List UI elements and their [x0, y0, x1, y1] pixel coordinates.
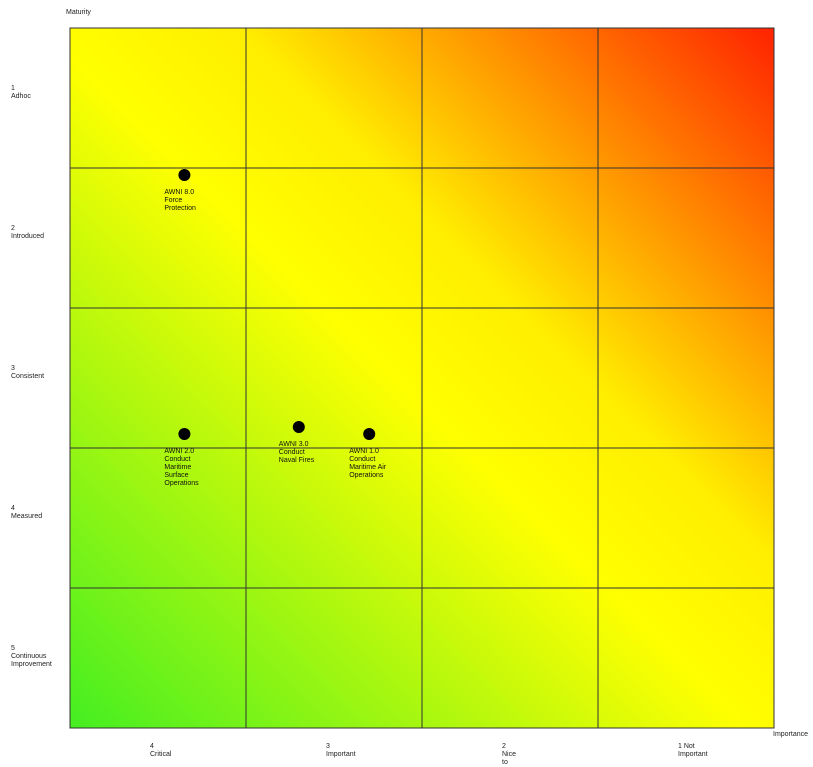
- y-tick-labels: 1 Adhoc 2 Introduced 3 Consistent 4 Measured 5 Co…: [11, 85, 52, 668]
- y-tick-label: 4 Measured: [11, 505, 42, 520]
- data-point: [292, 421, 305, 433]
- data-point-label: AWNI 2.0 Conduct Maritime Surface Operations: [164, 448, 199, 487]
- x-tick-label: 1 Not Important: [678, 743, 708, 758]
- x-tick-label: 3 Important: [326, 743, 356, 758]
- data-point-label: AWNI 1.0 Conduct Maritime Air Operations: [349, 448, 387, 479]
- grid-lines: [70, 28, 774, 728]
- x-tick-label: 2 Nice to: [502, 743, 516, 766]
- y-tick-label: 3 Consistent: [11, 365, 44, 380]
- data-point: [363, 428, 376, 440]
- x-axis-label: Importance: [773, 731, 808, 738]
- plot-border: [69, 27, 775, 729]
- data-point: [178, 169, 191, 181]
- data-point-label: AWNI 3.0 Conduct Naval Fires: [279, 441, 315, 464]
- y-tick-label: 5 Continuous Improvement: [11, 645, 52, 668]
- y-tick-label: 2 Introduced: [11, 225, 44, 240]
- data-points: AWNI 8.0 Force Protection AWNI 2.0 Conduct Ma…: [164, 169, 387, 487]
- x-tick-labels: 4 Critical 3 Important 2 Nice to 1 Not Important: [150, 743, 708, 766]
- x-tick-label: 4 Critical: [150, 743, 172, 758]
- data-point-label: AWNI 8.0 Force Protection: [164, 189, 196, 212]
- y-axis-label: Maturity: [66, 9, 91, 16]
- data-point: [178, 428, 191, 440]
- y-tick-label: 1 Adhoc: [11, 85, 31, 100]
